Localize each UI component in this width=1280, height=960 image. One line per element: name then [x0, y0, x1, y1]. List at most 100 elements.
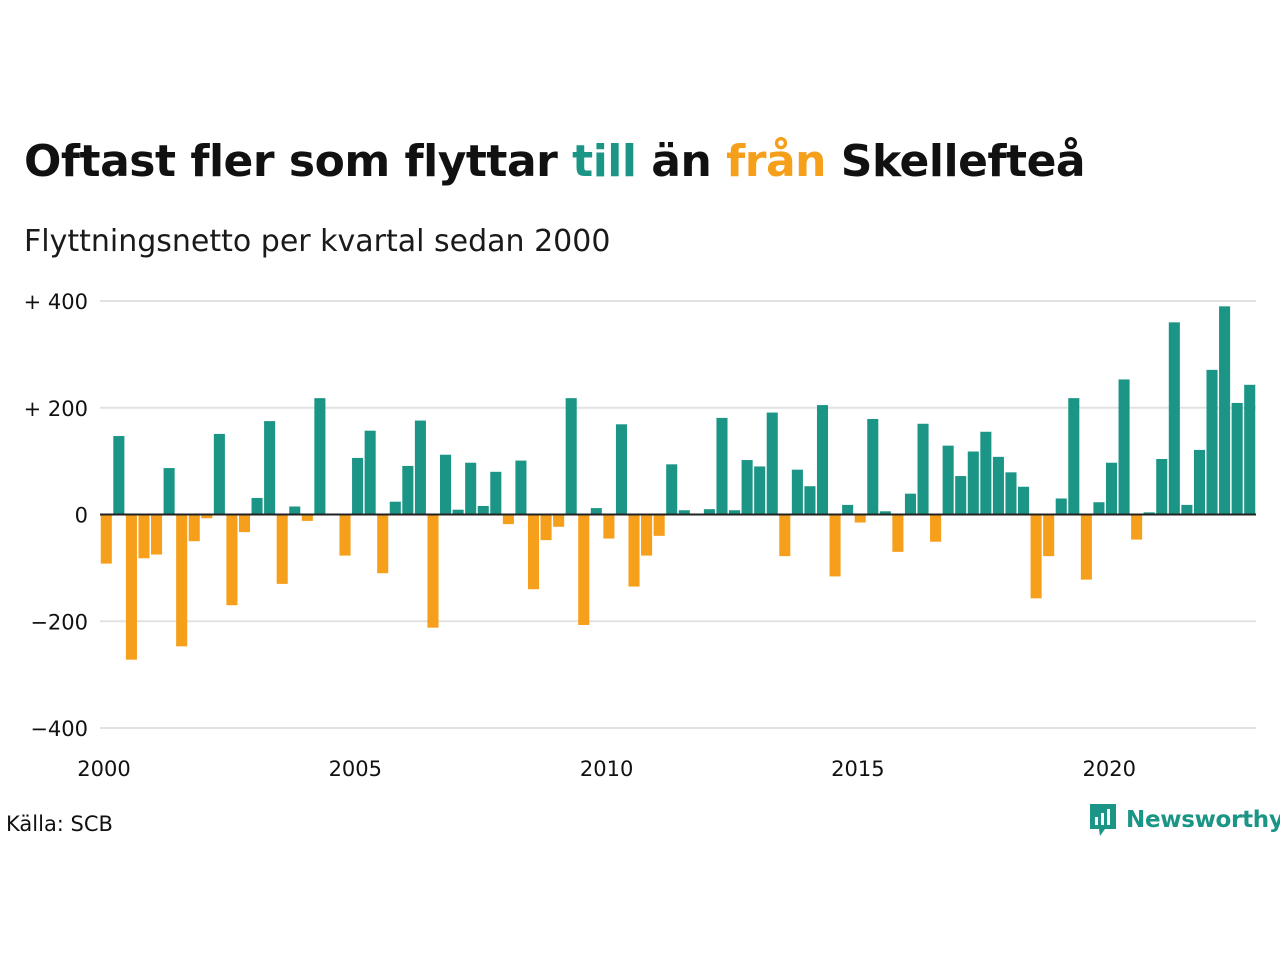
bar: [754, 466, 766, 515]
bar: [427, 514, 439, 628]
bar: [1043, 514, 1055, 557]
bar: [1055, 498, 1067, 515]
bar: [1131, 514, 1143, 540]
bar: [955, 476, 967, 515]
y-axis-tick-labels: + 400 + 200 0 −200 −400: [24, 290, 88, 741]
bar: [590, 508, 602, 515]
bar: [879, 511, 891, 515]
bar: [352, 457, 364, 515]
bar: [779, 514, 791, 557]
bar: [1244, 384, 1256, 515]
bar: [138, 514, 150, 559]
bar: [314, 398, 326, 515]
bar: [641, 514, 653, 556]
bar: [201, 514, 213, 519]
bar: [1118, 379, 1130, 515]
bar: [967, 451, 979, 515]
chart-subtitle: Flyttningsnetto per kvartal sedan 2000: [24, 224, 611, 259]
bar: [339, 514, 351, 556]
bar: [816, 405, 829, 515]
bar: [1206, 369, 1218, 515]
bar: [264, 421, 276, 515]
bar: [238, 514, 251, 533]
bar: [402, 465, 414, 515]
bar: [1080, 514, 1092, 580]
bar: [176, 514, 188, 647]
bar: [854, 514, 866, 523]
bar: [615, 424, 627, 515]
bar: [377, 514, 389, 574]
bar: [1030, 514, 1042, 599]
bar: [414, 420, 426, 515]
bar: [1143, 512, 1155, 515]
bar: [1181, 504, 1193, 515]
bar: [791, 469, 803, 515]
y-tick-label: −200: [30, 610, 88, 634]
bar: [842, 504, 854, 515]
bar: [716, 417, 728, 515]
bar: [729, 510, 741, 515]
bar: [527, 514, 540, 590]
bar: [1168, 322, 1180, 515]
bar: [540, 514, 552, 541]
bar: [578, 514, 590, 625]
bar: [1005, 472, 1017, 515]
bar: [553, 514, 565, 527]
bar: [251, 497, 263, 515]
x-tick-label: 2005: [329, 757, 382, 781]
y-tick-label: + 400: [24, 290, 88, 314]
bar: [163, 468, 175, 515]
bar: [653, 514, 665, 536]
bar: [1193, 449, 1205, 515]
y-tick-label: 0: [75, 504, 88, 528]
bar: [942, 445, 954, 515]
bar: [465, 462, 477, 515]
title-highlight-fran: från: [726, 136, 826, 187]
bar: [666, 464, 678, 515]
bar: [703, 509, 715, 515]
bar: [389, 501, 401, 515]
bar: [829, 514, 841, 577]
x-tick-label: 2020: [1082, 757, 1135, 781]
y-tick-label: −400: [30, 717, 88, 741]
bar: [502, 514, 514, 525]
title-highlight-till: till: [572, 136, 637, 187]
bar: [515, 460, 527, 515]
bar: [151, 514, 163, 555]
bar: [100, 514, 112, 564]
title-part-3: än: [636, 136, 727, 187]
x-tick-label: 2000: [77, 757, 130, 781]
bar: [628, 514, 640, 587]
bar: [603, 514, 615, 539]
logo-text: Newsworthy: [1126, 807, 1280, 833]
x-tick-label: 2015: [831, 757, 884, 781]
bar: [113, 436, 125, 515]
newsworthy-chart-icon: [1090, 804, 1116, 836]
bar: [930, 514, 942, 542]
bar: [1231, 402, 1243, 515]
bars: [100, 306, 1256, 660]
title-part-1: Oftast fler som flyttar: [24, 136, 573, 187]
bar: [301, 514, 313, 521]
bar: [188, 514, 200, 542]
source-note: Källa: SCB: [6, 812, 113, 836]
bar: [867, 418, 879, 515]
bar: [452, 509, 464, 515]
y-tick-label: + 200: [24, 397, 88, 421]
bar: [904, 493, 916, 515]
bar: [980, 431, 992, 515]
bar: [213, 433, 225, 515]
bar: [490, 471, 502, 515]
bar: [440, 454, 452, 515]
bar: [1105, 462, 1118, 515]
bar: [678, 510, 690, 515]
bar: [276, 514, 288, 584]
bar: [289, 506, 301, 515]
x-tick-label: 2010: [580, 757, 633, 781]
bar: [741, 460, 753, 515]
title-part-5: Skellefteå: [825, 136, 1086, 187]
bar: [565, 398, 577, 515]
bar: [1068, 398, 1080, 515]
